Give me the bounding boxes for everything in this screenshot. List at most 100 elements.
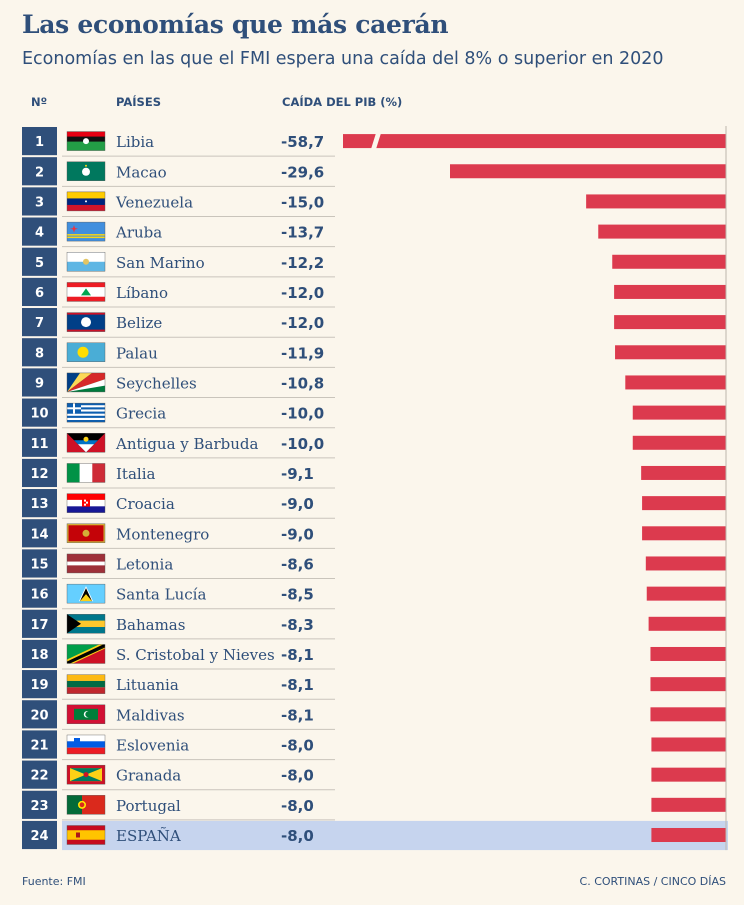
value-label: -8,0 — [281, 736, 314, 754]
rank-label: 9 — [35, 376, 44, 391]
flag-italy-icon — [66, 463, 106, 483]
rank-badge — [22, 187, 57, 216]
bar — [648, 616, 726, 631]
rank-label: 10 — [30, 407, 48, 422]
value-label: -8,0 — [281, 767, 314, 785]
rank-badge — [22, 489, 57, 518]
flag-greece-icon — [66, 402, 106, 423]
bar — [632, 435, 726, 450]
rank-label: 1 — [35, 135, 44, 150]
rank-label: 3 — [35, 195, 44, 210]
flag-palau-icon — [66, 342, 106, 362]
rank-label: 2 — [35, 165, 44, 180]
country-label: ESPAÑA — [116, 827, 181, 845]
value-label: -9,1 — [281, 465, 314, 483]
rank-label: 5 — [35, 256, 44, 271]
value-label: -8,1 — [281, 676, 314, 694]
rank-label: 22 — [30, 769, 48, 784]
flag-lebanon-icon — [66, 282, 106, 302]
chart-title: Las economías que más caerán — [22, 10, 449, 39]
rank-badge — [22, 308, 57, 337]
country-label: S. Cristobal y Nieves — [116, 646, 275, 664]
flag-libya-icon — [66, 131, 106, 151]
country-label: Grecia — [116, 405, 166, 423]
bar — [641, 465, 726, 480]
rank-badge — [22, 458, 57, 488]
rank-label: 13 — [30, 497, 48, 512]
country-label: Libia — [116, 133, 154, 151]
bar — [645, 556, 726, 571]
flag-portugal-icon — [66, 795, 106, 815]
country-column-header: PAÍSES — [116, 95, 161, 109]
rank-label: 7 — [35, 316, 44, 331]
country-label: Croacia — [116, 495, 175, 513]
rank-label: 11 — [30, 437, 48, 452]
value-label: -8,1 — [281, 646, 314, 664]
country-label: Macao — [116, 163, 167, 181]
bar — [650, 707, 726, 722]
bar — [615, 345, 726, 360]
value-label: -11,9 — [281, 344, 324, 362]
flag-seychelles-icon — [66, 372, 106, 393]
rank-badge — [22, 519, 57, 548]
country-label: Aruba — [115, 224, 162, 242]
value-label: -58,7 — [281, 133, 324, 151]
flag-saint-kitts-icon — [66, 644, 106, 664]
bar — [650, 677, 726, 692]
country-label: Eslovenia — [116, 736, 189, 754]
bar — [625, 375, 726, 390]
flag-bahamas-icon — [66, 614, 106, 634]
bar — [612, 254, 726, 269]
rank-badge — [22, 398, 57, 427]
rank-badge — [22, 247, 57, 276]
rank-badge — [22, 790, 57, 819]
rank-label: 12 — [30, 467, 48, 482]
rank-label: 20 — [30, 708, 48, 723]
rank-badge — [22, 609, 57, 638]
rank-badge — [22, 217, 57, 246]
rank-badge — [22, 760, 57, 789]
value-label: -8,6 — [281, 555, 314, 573]
bar — [614, 284, 726, 299]
country-label: San Marino — [116, 254, 205, 272]
rank-badge — [22, 820, 57, 850]
bar — [650, 646, 726, 661]
flag-montenegro-icon — [66, 523, 106, 543]
country-label: Belize — [116, 314, 162, 332]
value-label: -12,0 — [281, 284, 324, 302]
rank-badge — [22, 549, 57, 578]
rank-label: 17 — [30, 618, 48, 633]
flag-san-marino-icon — [66, 252, 106, 272]
bar — [614, 315, 726, 330]
flag-aruba-icon — [66, 221, 106, 242]
bar — [642, 526, 726, 541]
bar — [651, 797, 726, 812]
rank-label: 8 — [35, 346, 44, 361]
flag-croatia-icon — [66, 493, 106, 513]
rank-badge — [22, 639, 57, 669]
country-label: Venezuela — [115, 193, 193, 211]
rank-badge — [22, 157, 57, 186]
country-label: Palau — [116, 344, 158, 362]
rank-label: 6 — [35, 286, 44, 301]
value-label: -8,1 — [281, 706, 314, 724]
credit-note: C. CORTINAS / CINCO DÍAS — [579, 875, 726, 888]
country-label: Italia — [116, 465, 155, 483]
rank-label: 4 — [35, 226, 44, 241]
country-label: Granada — [116, 767, 181, 785]
bar — [651, 767, 726, 782]
rank-badge — [22, 428, 57, 457]
rank-label: 15 — [30, 557, 48, 572]
value-label: -10,0 — [281, 405, 324, 423]
rank-badge — [22, 700, 57, 729]
flag-macao-icon — [66, 161, 106, 181]
bar — [450, 164, 726, 179]
country-label: Seychelles — [116, 374, 197, 392]
rank-badge — [22, 730, 57, 759]
chart-subtitle: Economías en las que el FMI espera una c… — [22, 49, 664, 69]
bar — [651, 827, 726, 842]
rank-badge — [22, 368, 57, 397]
flag-saint-lucia-icon — [66, 583, 106, 604]
flag-lithuania-icon — [66, 674, 106, 694]
